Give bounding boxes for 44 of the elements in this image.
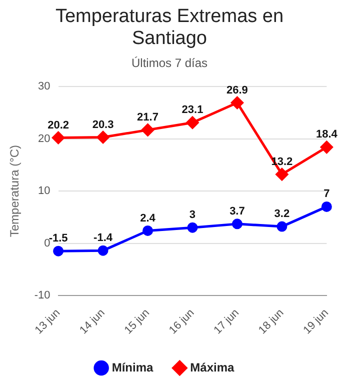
point [142,225,154,236]
y-tick-label: 0 [44,237,50,250]
y-tick-label: 30 [38,80,50,93]
data-label: 20.3 [92,118,114,131]
data-label: 3.7 [230,205,245,218]
x-tick-label: 19 jun [301,306,331,337]
chart-title: Temperaturas Extremas en Santiago [54,6,285,50]
x-tick-label: 15 jun [122,306,152,337]
y-axis-title: Temperatura (°C) [8,144,22,238]
point [52,132,65,144]
data-label: 23.1 [182,104,204,116]
point [186,116,199,129]
data-label: -1.5 [48,232,68,245]
legend-label: Mínima [112,360,154,374]
data-label: -1.4 [94,232,114,244]
point [98,245,108,256]
point [187,222,198,233]
point [96,131,110,144]
point [230,96,244,110]
x-tick-label: 18 jun [256,306,286,337]
x-tick-label: 17 jun [212,306,242,337]
data-label: 3.2 [274,208,290,220]
data-label: 20.2 [48,119,70,132]
data-label: 21.7 [137,111,158,124]
data-label: 3 [189,209,196,222]
x-tick-label: 16 jun [167,306,197,337]
data-label: 26.9 [226,84,248,96]
data-label: 7 [324,188,330,200]
x-tick-label: 13 jun [32,306,63,337]
chart-subtitle: Últimos 7 días [130,56,209,72]
point [276,168,288,181]
legend-label: Máxima [190,360,235,374]
point [142,124,154,136]
point [320,140,333,154]
point [321,201,332,212]
y-tick-label: 20 [38,132,50,145]
data-label: 2.4 [140,212,156,224]
x-tick-label: 14 jun [78,306,108,337]
data-label: 18.4 [316,128,338,141]
point [276,221,288,232]
point [232,218,242,230]
point [53,246,64,256]
y-tick-label: -10 [34,290,50,302]
y-tick-label: 10 [38,185,50,198]
